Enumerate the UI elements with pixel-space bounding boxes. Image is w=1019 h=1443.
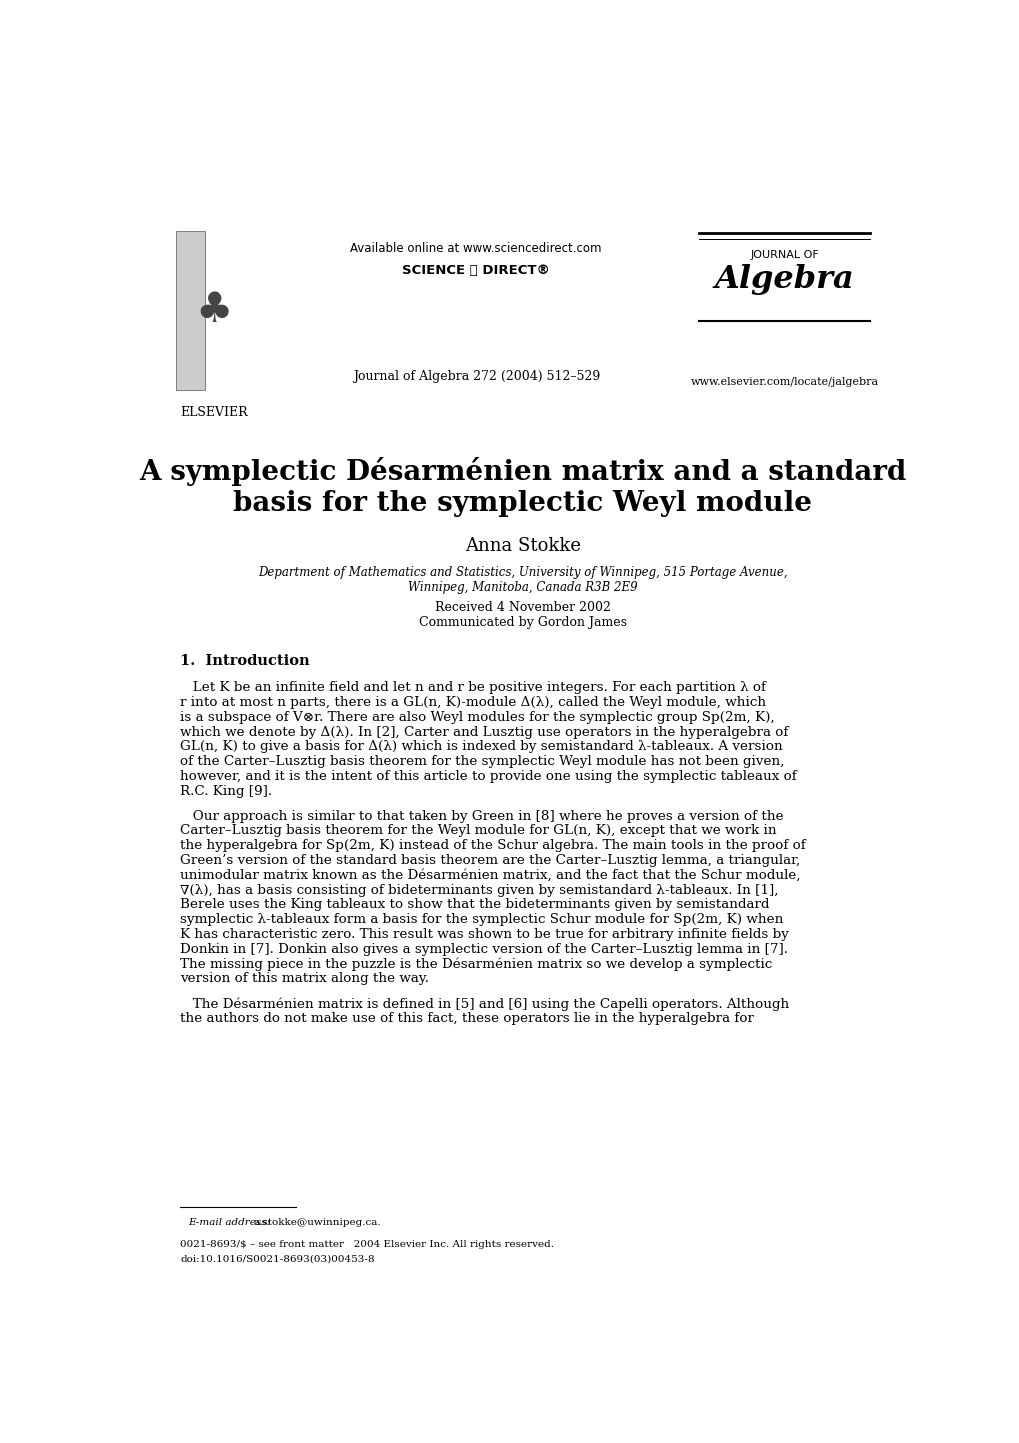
- Text: version of this matrix along the way.: version of this matrix along the way.: [180, 973, 429, 986]
- Text: The Désarménien matrix is defined in [5] and [6] using the Capelli operators. Al: The Désarménien matrix is defined in [5]…: [180, 997, 789, 1010]
- Text: JOURNAL OF: JOURNAL OF: [750, 250, 818, 260]
- Text: r into at most n parts, there is a GL(n, K)-module Δ(λ), called the Weyl module,: r into at most n parts, there is a GL(n,…: [180, 696, 765, 709]
- Text: unimodular matrix known as the Désarménien matrix, and the fact that the Schur m: unimodular matrix known as the Désarméni…: [180, 869, 800, 882]
- Text: K has characteristic zero. This result was shown to be true for arbitrary infini: K has characteristic zero. This result w…: [180, 928, 789, 941]
- Text: Department of Mathematics and Statistics, University of Winnipeg, 515 Portage Av: Department of Mathematics and Statistics…: [258, 566, 787, 579]
- Text: Available online at www.sciencedirect.com: Available online at www.sciencedirect.co…: [351, 242, 601, 255]
- Text: basis for the symplectic Weyl module: basis for the symplectic Weyl module: [233, 491, 811, 518]
- Text: of the Carter–Lusztig basis theorem for the symplectic Weyl module has not been : of the Carter–Lusztig basis theorem for …: [180, 755, 784, 768]
- Text: ∇(λ), has a basis consisting of bideterminants given by semistandard λ-tableaux.: ∇(λ), has a basis consisting of bideterm…: [180, 883, 777, 896]
- Text: 1.  Introduction: 1. Introduction: [180, 655, 310, 668]
- Text: Berele uses the King tableaux to show that the bideterminants given by semistand: Berele uses the King tableaux to show th…: [180, 899, 769, 912]
- Text: E-mail address:: E-mail address:: [187, 1218, 270, 1227]
- Text: Anna Stokke: Anna Stokke: [465, 537, 580, 554]
- Text: ♣: ♣: [196, 289, 232, 332]
- Text: the authors do not make use of this fact, these operators lie in the hyperalgebr: the authors do not make use of this fact…: [180, 1012, 753, 1025]
- Text: Received 4 November 2002: Received 4 November 2002: [434, 600, 610, 613]
- Text: Winnipeg, Manitoba, Canada R3B 2E9: Winnipeg, Manitoba, Canada R3B 2E9: [408, 582, 637, 595]
- Text: Communicated by Gordon James: Communicated by Gordon James: [419, 616, 626, 629]
- Text: doi:10.1016/S0021-8693(03)00453-8: doi:10.1016/S0021-8693(03)00453-8: [180, 1255, 374, 1264]
- Text: symplectic λ-tableaux form a basis for the symplectic Schur module for Sp(2m, K): symplectic λ-tableaux form a basis for t…: [180, 913, 783, 926]
- Text: GL(n, K) to give a basis for Δ(λ) which is indexed by semistandard λ-tableaux. A: GL(n, K) to give a basis for Δ(λ) which …: [180, 740, 783, 753]
- Text: www.elsevier.com/locate/jalgebra: www.elsevier.com/locate/jalgebra: [690, 377, 878, 387]
- Text: which we denote by Δ(λ). In [2], Carter and Lusztig use operators in the hyperal: which we denote by Δ(λ). In [2], Carter …: [180, 726, 788, 739]
- Bar: [175, 231, 205, 390]
- Text: Carter–Lusztig basis theorem for the Weyl module for GL(n, K), except that we wo: Carter–Lusztig basis theorem for the Wey…: [180, 824, 776, 837]
- Text: the hyperalgebra for Sp(2m, K) instead of the Schur algebra. The main tools in t: the hyperalgebra for Sp(2m, K) instead o…: [180, 840, 805, 853]
- Text: Donkin in [7]. Donkin also gives a symplectic version of the Carter–Lusztig lemm: Donkin in [7]. Donkin also gives a sympl…: [180, 942, 788, 955]
- Text: A symplectic Désarménien matrix and a standard: A symplectic Désarménien matrix and a st…: [139, 456, 906, 485]
- Text: a.stokke@uwinnipeg.ca.: a.stokke@uwinnipeg.ca.: [254, 1218, 381, 1227]
- Text: is a subspace of V⊗r. There are also Weyl modules for the symplectic group Sp(2m: is a subspace of V⊗r. There are also Wey…: [180, 711, 774, 724]
- Text: R.C. King [9].: R.C. King [9].: [180, 785, 272, 798]
- Text: Journal of Algebra 272 (2004) 512–529: Journal of Algebra 272 (2004) 512–529: [353, 369, 599, 382]
- Text: ELSEVIER: ELSEVIER: [180, 405, 248, 418]
- Text: The missing piece in the puzzle is the Désarménien matrix so we develop a symple: The missing piece in the puzzle is the D…: [180, 958, 771, 971]
- Text: Our approach is similar to that taken by Green in [8] where he proves a version : Our approach is similar to that taken by…: [180, 810, 783, 823]
- Text: Let K be an infinite field and let n and r be positive integers. For each partit: Let K be an infinite field and let n and…: [180, 681, 765, 694]
- Text: 0021-8693/$ – see front matter   2004 Elsevier Inc. All rights reserved.: 0021-8693/$ – see front matter 2004 Else…: [180, 1240, 553, 1248]
- Text: SCIENCE ⓓ DIRECT®: SCIENCE ⓓ DIRECT®: [401, 264, 549, 277]
- Text: Green’s version of the standard basis theorem are the Carter–Lusztig lemma, a tr: Green’s version of the standard basis th…: [180, 854, 800, 867]
- Text: Algebra: Algebra: [714, 264, 854, 294]
- Text: however, and it is the intent of this article to provide one using the symplecti: however, and it is the intent of this ar…: [180, 771, 796, 784]
